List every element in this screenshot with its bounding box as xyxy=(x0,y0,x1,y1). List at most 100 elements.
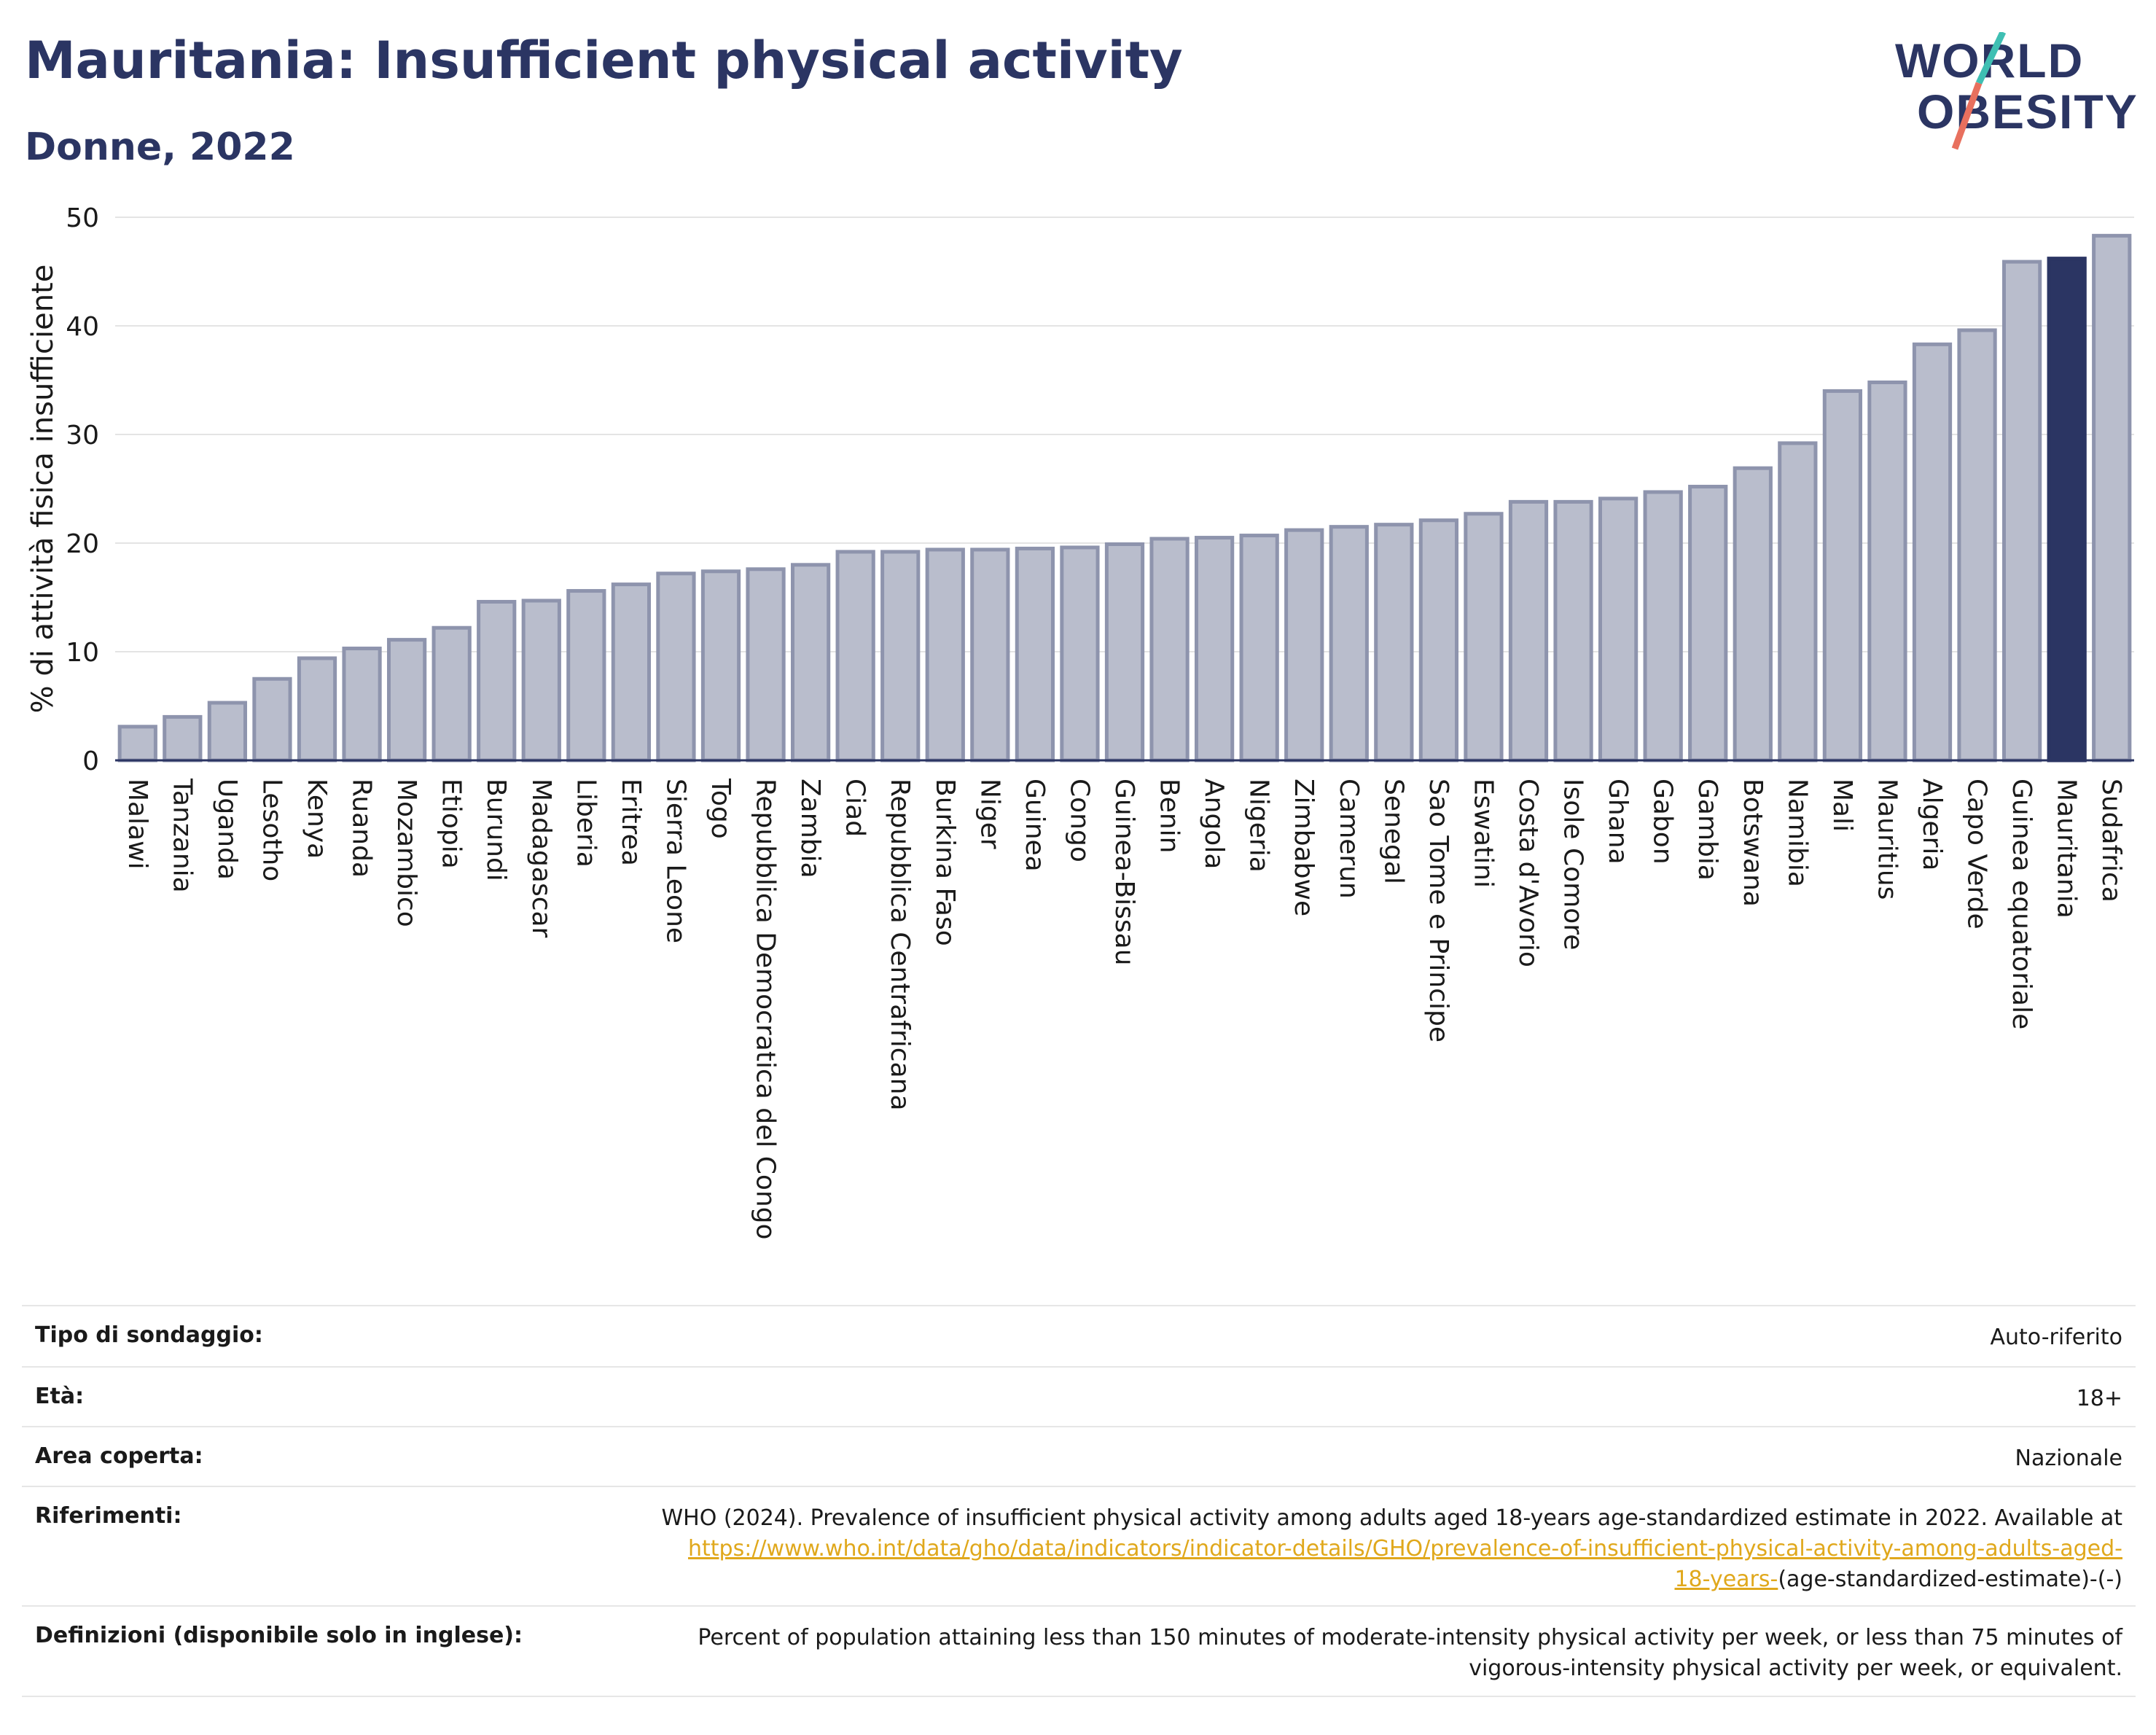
x-tick-label: Botswana xyxy=(1738,779,1768,907)
y-tick-label: 40 xyxy=(66,312,99,342)
x-tick-label: Burkina Faso xyxy=(930,779,960,946)
age-value: 18+ xyxy=(2076,1386,2122,1411)
x-tick-label: Kenya xyxy=(302,779,332,859)
page-title: Mauritania: Insufficient physical activi… xyxy=(25,31,1183,90)
x-tick-label: Etiopia xyxy=(437,779,466,869)
bar xyxy=(1104,542,1145,763)
bar xyxy=(1374,523,1414,763)
bar xyxy=(1284,528,1324,763)
x-tick-label: Isole Comore xyxy=(1558,779,1588,950)
bar xyxy=(1643,490,1683,763)
bar xyxy=(566,589,606,763)
x-tick-label: Camerun xyxy=(1334,779,1364,899)
bar xyxy=(880,550,921,763)
x-tick-label: Togo xyxy=(706,778,735,839)
bar xyxy=(477,599,517,763)
page-subtitle: Donne, 2022 xyxy=(25,125,295,169)
bar xyxy=(1418,518,1459,763)
x-tick-label: Angola xyxy=(1199,779,1229,869)
references-row: Riferimenti: WHO (2024). Prevalence of i… xyxy=(22,1486,2136,1605)
world-obesity-logo: WORLD OBESITY xyxy=(1895,32,2139,150)
bar xyxy=(746,567,786,763)
x-tick-label: Liberia xyxy=(571,779,601,868)
bar xyxy=(1957,328,1997,763)
x-tick-label: Mauritius xyxy=(1872,779,1902,900)
y-axis-label: % di attività fisica insufficiente xyxy=(26,265,60,714)
references-text: WHO (2024). Prevalence of insufficient p… xyxy=(661,1505,2122,1531)
x-tick-label: Costa d'Avorio xyxy=(1513,779,1543,967)
bar xyxy=(970,547,1010,763)
bar xyxy=(252,677,292,763)
x-tick-label: Gambia xyxy=(1692,779,1722,881)
bar xyxy=(431,625,472,763)
references-link[interactable]: https://www.who.int/data/gho/data/indica… xyxy=(688,1536,2122,1592)
x-tick-label: Benin xyxy=(1155,779,1184,853)
bar xyxy=(117,725,157,763)
x-tick-label: Mozambico xyxy=(391,779,421,927)
logo-slash-teal xyxy=(1975,32,2007,85)
x-tick-label: Zimbabwe xyxy=(1289,779,1319,916)
y-tick-label: 50 xyxy=(66,203,99,233)
x-tick-label: Capo Verde xyxy=(1962,779,1992,929)
y-tick-label: 10 xyxy=(66,638,99,668)
x-tick-label: Guinea xyxy=(1020,779,1050,872)
bar xyxy=(1822,389,1863,763)
x-tick-label: Sierra Leone xyxy=(660,779,690,943)
bar xyxy=(1015,546,1055,763)
age-label: Età: xyxy=(35,1384,85,1409)
bar xyxy=(1239,534,1279,763)
bar xyxy=(386,638,427,763)
x-tick-label: Repubblica Centrafricana xyxy=(885,779,915,1111)
bar xyxy=(611,582,652,763)
bar xyxy=(790,563,831,763)
references-value: WHO (2024). Prevalence of insufficient p… xyxy=(661,1503,2122,1595)
details-table: Tipo di sondaggio: Auto-riferito Età: 18… xyxy=(22,1305,2136,1697)
x-tick-label: Madagascar xyxy=(526,779,556,938)
x-tick-label: Repubblica Democratica del Congo xyxy=(751,779,781,1240)
bar xyxy=(2001,260,2042,763)
y-tick-label: 20 xyxy=(66,529,99,559)
age-row: Età: 18+ xyxy=(22,1366,2136,1426)
x-tick-label: Sudafrica xyxy=(2096,779,2126,902)
bar xyxy=(1060,545,1100,763)
x-tick-label: Congo xyxy=(1064,779,1094,862)
x-tick-label: Algeria xyxy=(1917,779,1947,871)
bar xyxy=(1733,466,1773,763)
x-tick-label: Eritrea xyxy=(616,779,646,866)
x-tick-label: Zambia xyxy=(795,779,825,878)
bar xyxy=(700,569,741,763)
bar xyxy=(521,599,561,763)
y-tick-label: 30 xyxy=(66,421,99,451)
references-link-part1: https://www.who.int/data/gho/data/indica… xyxy=(688,1536,2122,1562)
survey-type-value: Auto-riferito xyxy=(1990,1325,2122,1350)
area-row: Area coperta: Nazionale xyxy=(22,1426,2136,1486)
bar xyxy=(1688,485,1728,763)
x-tick-label: Sao Tome e Principe xyxy=(1423,779,1453,1042)
x-tick-label: Mali xyxy=(1827,779,1857,832)
bar xyxy=(1778,441,1818,763)
x-tick-label: Nigeria xyxy=(1244,779,1274,873)
bar xyxy=(1149,537,1190,763)
x-tick-label: Lesotho xyxy=(257,779,286,881)
references-label: Riferimenti: xyxy=(35,1503,182,1529)
bar xyxy=(1598,496,1639,763)
y-tick-label: 0 xyxy=(82,746,99,776)
logo-line2: OBESITY xyxy=(1917,85,2139,139)
references-tail: (age-standardized-estimate)-(-) xyxy=(1778,1567,2122,1592)
x-tick-label: Guinea equatoriale xyxy=(2007,779,2036,1029)
bar xyxy=(1867,380,1907,763)
area-label: Area coperta: xyxy=(35,1443,203,1469)
bar xyxy=(207,701,248,763)
bar xyxy=(163,714,203,763)
x-tick-label: Tanzania xyxy=(167,778,197,893)
x-tick-label: Senegal xyxy=(1378,779,1408,884)
survey-type-label: Tipo di sondaggio: xyxy=(35,1322,263,1348)
definitions-line1: Percent of population attaining less tha… xyxy=(698,1625,2122,1650)
bar xyxy=(1329,525,1369,763)
x-tick-label: Ghana xyxy=(1603,779,1633,865)
definitions-line2: vigorous-intensity physical activity per… xyxy=(1469,1656,2122,1681)
x-tick-label: Mauritania xyxy=(2052,779,2082,919)
bar xyxy=(925,547,965,763)
definitions-row: Definizioni (disponibile solo in inglese… xyxy=(22,1605,2136,1697)
x-tick-label: Gabon xyxy=(1648,779,1678,865)
